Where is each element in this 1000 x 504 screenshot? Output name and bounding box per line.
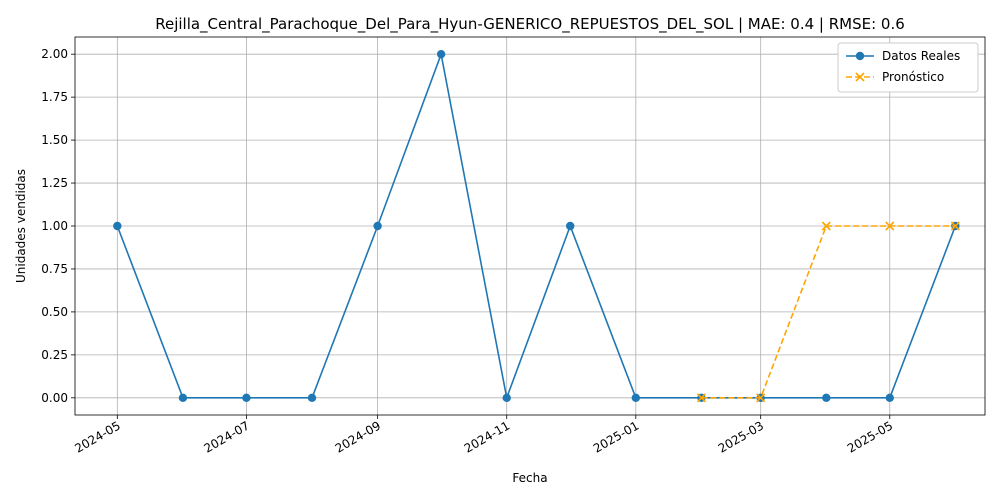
data-point (631, 393, 641, 403)
series-forecast (696, 221, 960, 403)
series-line (116, 51, 957, 401)
x-axis-label: Fecha (512, 471, 547, 485)
data-point (436, 49, 446, 59)
y-tick-label: 2.00 (41, 47, 68, 61)
data-point (502, 393, 511, 403)
x-tick-label: 2024-09 (333, 418, 383, 455)
data-point (242, 393, 251, 403)
data-point (113, 221, 122, 231)
x-axis-ticks: 2024-05 2024-07 2024-09 2024-11 2025-01 2025-… (72, 415, 895, 456)
grid-lines (75, 37, 985, 415)
data-point (696, 393, 706, 403)
data-point (178, 393, 188, 403)
y-tick-label: 0.25 (41, 348, 68, 362)
y-tick-label: 0.75 (41, 262, 68, 276)
x-tick-label: 2024-11 (462, 418, 512, 455)
legend-marker (855, 51, 865, 61)
data-point (373, 221, 382, 231)
x-tick-label: 2025-01 (591, 418, 641, 455)
y-tick-label: 1.75 (41, 90, 68, 104)
x-tick-label: 2024-05 (72, 418, 122, 455)
chart-title: Rejilla_Central_Parachoque_Del_Para_Hyun… (155, 15, 905, 34)
x-tick-label: 2024-07 (201, 418, 251, 455)
data-point (821, 221, 831, 231)
y-axis-label: Unidades vendidas (14, 169, 28, 283)
legend-label: Pronóstico (882, 70, 944, 84)
data-point (756, 393, 766, 403)
data-point (566, 221, 575, 231)
legend: Datos Reales Pronóstico (837, 42, 979, 93)
y-tick-label: 0.00 (41, 391, 68, 405)
data-point (822, 393, 831, 403)
data-point (885, 393, 894, 403)
x-tick-label: 2025-03 (716, 418, 766, 455)
y-axis-ticks: 0.00 0.25 0.50 0.75 1.00 1.25 1.50 1.75 2.00 (41, 47, 75, 405)
y-tick-label: 1.25 (41, 176, 68, 190)
series-layer (113, 49, 960, 403)
data-point (950, 221, 960, 231)
legend-item: Pronóstico (846, 70, 944, 84)
legend-marker (855, 72, 865, 82)
legend-item: Datos Reales (846, 49, 960, 63)
x-tick-label: 2025-05 (845, 418, 895, 455)
y-tick-label: 0.50 (41, 305, 68, 319)
legend-label: Datos Reales (882, 49, 960, 63)
y-tick-label: 1.50 (41, 133, 68, 147)
data-point (307, 393, 317, 403)
data-point (885, 221, 895, 231)
y-tick-label: 1.00 (41, 219, 68, 233)
